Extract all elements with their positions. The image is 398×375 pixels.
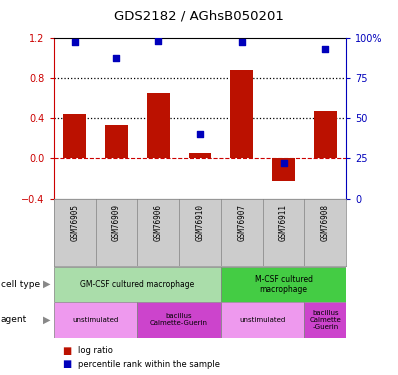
Point [113,56,119,62]
Text: log ratio: log ratio [78,346,113,355]
Text: GSM76906: GSM76906 [154,204,163,241]
Bar [221,267,346,302]
Bar [137,302,221,338]
Text: ▶: ▶ [43,279,51,289]
Bar [314,111,337,158]
Bar [147,93,170,158]
Text: GSM76907: GSM76907 [237,204,246,241]
Text: GM-CSF cultured macrophage: GM-CSF cultured macrophage [80,280,195,289]
Text: agent: agent [1,315,27,324]
Text: GSM76909: GSM76909 [112,204,121,241]
Text: ■: ■ [62,360,71,369]
Text: unstimulated: unstimulated [72,317,119,323]
Text: GDS2182 / AGhsB050201: GDS2182 / AGhsB050201 [114,9,284,22]
Bar [221,302,304,338]
Bar [54,302,137,338]
Text: bacillus
Calmette
-Guerin: bacillus Calmette -Guerin [310,310,341,330]
Point [280,160,287,166]
Bar [105,125,128,158]
Text: cell type: cell type [1,280,40,289]
Point [155,38,162,44]
Text: ▶: ▶ [43,315,51,325]
Bar [272,158,295,181]
Bar [63,114,86,158]
Text: GSM76908: GSM76908 [321,204,330,241]
Bar [304,302,346,338]
Point [72,39,78,45]
Text: unstimulated: unstimulated [240,317,286,323]
Text: GSM76910: GSM76910 [195,204,205,241]
Text: ■: ■ [62,346,71,355]
Bar [189,153,211,158]
Point [197,131,203,137]
Point [238,39,245,45]
Text: bacillus
Calmette-Guerin: bacillus Calmette-Guerin [150,314,208,326]
Point [322,46,328,52]
Bar [230,70,253,158]
Text: percentile rank within the sample: percentile rank within the sample [78,360,220,369]
Text: GSM76905: GSM76905 [70,204,79,241]
Text: M-CSF cultured
macrophage: M-CSF cultured macrophage [255,274,312,294]
Text: GSM76911: GSM76911 [279,204,288,241]
Bar [54,267,221,302]
